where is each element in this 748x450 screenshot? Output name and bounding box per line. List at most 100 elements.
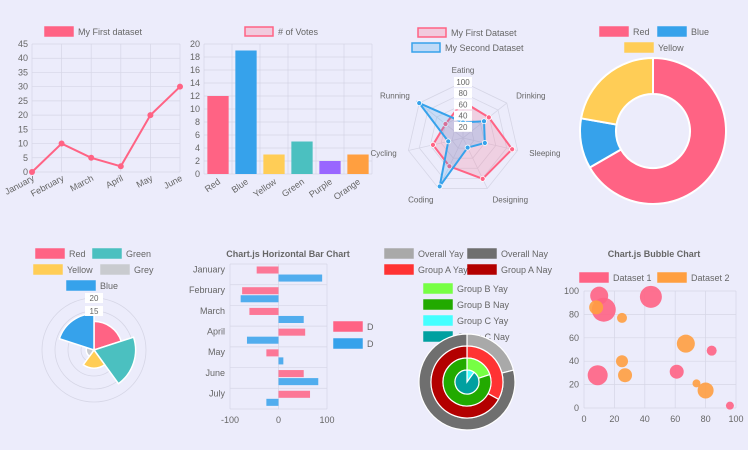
line-point[interactable] [117,163,124,170]
polar-slice[interactable] [58,312,95,352]
legend-green-label[interactable]: Green [126,249,151,259]
bar[interactable] [235,50,257,175]
legend-dataset-2-swatch[interactable] [333,338,363,349]
hbar[interactable] [256,266,279,274]
line-point[interactable] [147,112,154,119]
legend-overall-nay-label[interactable]: Overall Nay [501,249,549,259]
legend-grey-label[interactable]: Grey [134,265,154,275]
legend-blue-swatch[interactable] [657,26,687,37]
legend-dataset-1-swatch[interactable] [333,321,363,332]
bar[interactable] [347,154,369,175]
line-point[interactable] [88,154,95,161]
legend-group-a-yay-label[interactable]: Group A Yay [418,265,468,275]
radar-point[interactable] [464,144,471,151]
radar-point[interactable] [481,118,487,125]
bubble[interactable] [669,364,684,379]
legend-group-c-yay-label[interactable]: Group C Yay [457,316,509,326]
radar-point[interactable] [445,138,452,145]
legend-second-dataset-label[interactable]: My Second Dataset [445,43,524,53]
line-point[interactable] [58,140,65,147]
polar-slice[interactable] [92,336,137,385]
legend-votes-label[interactable]: # of Votes [278,27,319,37]
legend-dataset-2-label[interactable]: D [367,339,374,349]
bubble[interactable] [676,334,695,353]
hbar[interactable] [278,370,304,378]
legend-overall-nay-swatch[interactable] [467,248,497,259]
legend-blue-label[interactable]: Blue [100,281,118,291]
legend-dataset-1-swatch[interactable] [579,272,609,283]
bubble[interactable] [618,368,633,383]
radar-series-area[interactable] [431,100,514,181]
legend-red-label[interactable]: Red [633,27,650,37]
hbar[interactable] [266,349,279,357]
legend-yellow-label[interactable]: Yellow [658,43,684,53]
legend-yellow-swatch[interactable] [624,42,654,53]
legend-group-a-nay-label[interactable]: Group A Nay [501,265,553,275]
bar[interactable] [263,154,285,175]
ring-segment[interactable] [454,369,480,395]
legend-first-dataset-label[interactable]: My First Dataset [451,28,517,38]
bubble[interactable] [639,285,662,308]
legend-red-swatch[interactable] [599,26,629,37]
bar[interactable] [291,141,313,175]
bubble[interactable] [692,379,701,388]
doughnut-slice[interactable] [579,56,654,126]
legend-group-b-nay-label[interactable]: Group B Nay [457,300,510,310]
radar-point[interactable] [479,175,486,182]
legend-group-a-yay-swatch[interactable] [384,264,414,275]
line-point[interactable] [29,169,35,175]
bar[interactable] [319,161,341,174]
hbar[interactable] [242,287,279,295]
bubble[interactable] [616,355,628,368]
bubble[interactable] [617,312,627,323]
hbar[interactable] [278,274,323,282]
legend-dataset-1-label[interactable]: D [367,322,374,332]
radar-point[interactable] [485,114,492,121]
hbar[interactable] [249,307,279,315]
legend-red-swatch[interactable] [35,248,65,259]
line-point[interactable] [177,83,183,90]
bubble[interactable] [697,382,714,399]
radar-point[interactable] [436,183,443,190]
polar-slice[interactable] [82,348,106,369]
legend-yellow-swatch[interactable] [33,264,63,275]
radar-point[interactable] [416,100,423,106]
legend-yellow-label[interactable]: Yellow [67,265,93,275]
legend-votes-swatch[interactable] [244,26,274,37]
bubble[interactable] [706,345,717,356]
hbar[interactable] [240,295,279,303]
legend-group-b-yay-label[interactable]: Group B Yay [457,284,508,294]
legend-dataset-2-swatch[interactable] [657,272,687,283]
bubble[interactable] [587,365,608,386]
hbar[interactable] [246,336,279,344]
legend-first-dataset-swatch[interactable] [44,26,74,37]
legend-first-dataset-label[interactable]: My First dataset [78,27,143,37]
radar-point[interactable] [509,146,516,153]
radar-point[interactable] [446,163,453,170]
radar-point[interactable] [430,141,436,148]
legend-blue-swatch[interactable] [66,280,96,291]
hbar[interactable] [278,390,311,398]
hbar[interactable] [278,378,319,386]
legend-dataset-2-label[interactable]: Dataset 2 [691,273,730,283]
legend-second-dataset-swatch[interactable] [411,42,441,53]
legend-group-c-yay-swatch[interactable] [423,315,453,326]
bar[interactable] [207,96,229,174]
legend-dataset-1-label[interactable]: Dataset 1 [613,273,652,283]
hbar[interactable] [266,398,279,406]
legend-red-label[interactable]: Red [69,249,86,259]
radar-point[interactable] [442,121,449,127]
legend-group-b-nay-swatch[interactable] [423,299,453,310]
legend-green-swatch[interactable] [92,248,122,259]
bubble[interactable] [589,300,604,315]
legend-overall-yay-label[interactable]: Overall Yay [418,249,464,259]
legend-grey-swatch[interactable] [100,264,130,275]
legend-first-dataset-swatch[interactable] [417,27,447,38]
legend-group-b-yay-swatch[interactable] [423,283,453,294]
hbar[interactable] [278,357,284,365]
doughnut-slice[interactable] [588,56,727,205]
hbar[interactable] [278,315,304,323]
hbar[interactable] [278,328,306,336]
radar-point[interactable] [481,140,488,146]
bubble[interactable] [725,401,734,410]
